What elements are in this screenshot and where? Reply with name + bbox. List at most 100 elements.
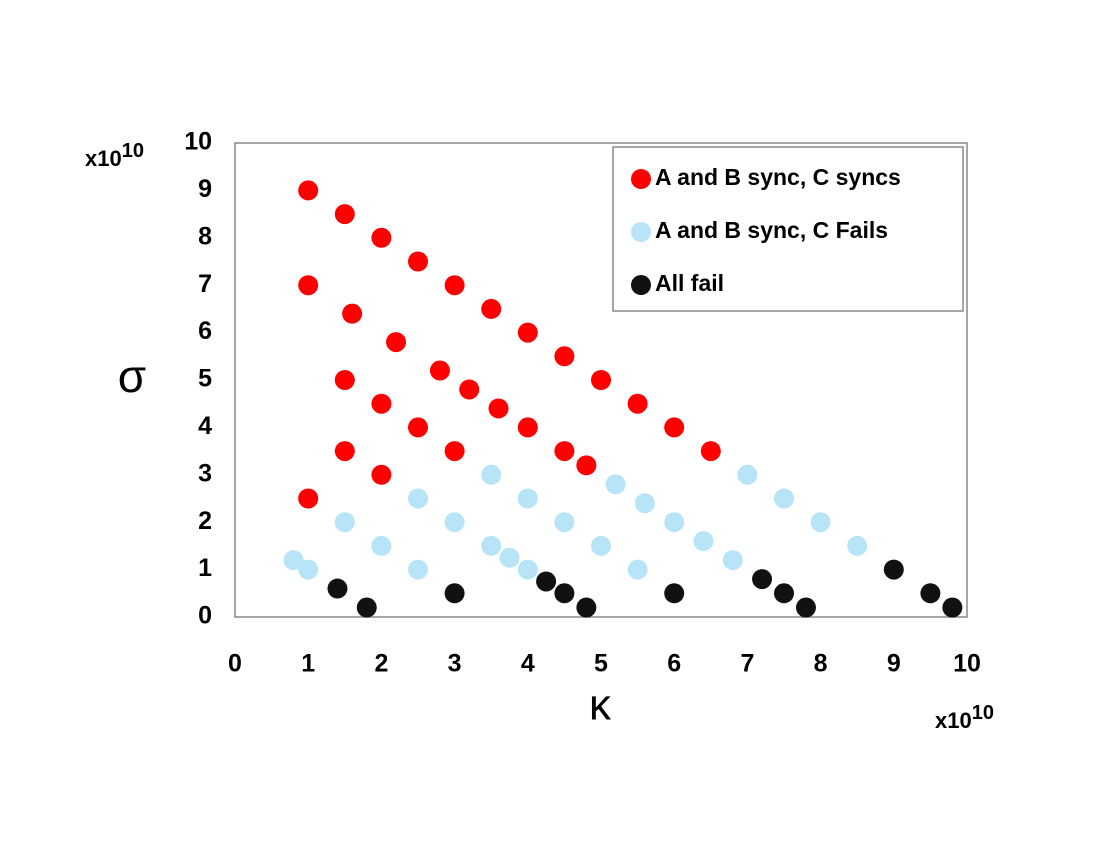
legend: A and B sync, C syncs A and B sync, C Fai… — [612, 146, 964, 312]
legend-box — [612, 146, 964, 312]
legend-label: All fail — [655, 270, 724, 296]
scatter-point — [371, 464, 392, 485]
scatter-point — [693, 531, 714, 552]
x-tick-label: 5 — [594, 650, 608, 678]
scatter-point — [283, 550, 304, 571]
scatter-point — [334, 441, 355, 462]
scatter-point — [634, 493, 655, 514]
scatter-point — [444, 275, 465, 296]
scatter-point — [536, 571, 557, 592]
y-tick-label: 10 — [184, 128, 212, 156]
x-tick-label: 9 — [887, 650, 901, 678]
y-tick-label: 1 — [198, 554, 212, 582]
y-tick-label: 0 — [198, 602, 212, 630]
scatter-point — [429, 360, 450, 381]
scatter-point — [664, 583, 685, 604]
scatter-point — [810, 512, 831, 533]
scatter-point — [554, 512, 575, 533]
x-scale-base: x10 — [935, 708, 972, 733]
scatter-point — [920, 583, 941, 604]
scatter-point — [371, 535, 392, 556]
scatter-point — [627, 559, 648, 580]
scatter-point — [883, 559, 904, 580]
x-tick-label: 3 — [448, 650, 462, 678]
scatter-point — [298, 488, 319, 509]
scatter-point — [371, 393, 392, 414]
legend-marker — [631, 275, 651, 295]
x-tick-label: 8 — [814, 650, 828, 678]
scatter-point — [481, 464, 502, 485]
y-tick-label: 4 — [198, 412, 212, 440]
scatter-point — [444, 512, 465, 533]
scatter-point — [444, 583, 465, 604]
scatter-point — [334, 204, 355, 225]
scatter-point — [700, 441, 721, 462]
scatter-point — [386, 332, 407, 353]
scatter-point — [627, 393, 648, 414]
scatter-point — [408, 559, 428, 580]
x-tick-label: 10 — [953, 650, 981, 678]
scatter-point — [342, 303, 363, 324]
y-scale-exponent: 10 — [122, 140, 144, 162]
x-tick-label: 0 — [228, 650, 242, 678]
legend-label: A and B sync, C syncs — [655, 164, 901, 190]
scatter-point — [408, 488, 428, 509]
x-tick-label: 2 — [374, 650, 388, 678]
y-tick-label: 2 — [198, 507, 212, 535]
scatter-point — [576, 455, 597, 476]
scatter-point — [459, 379, 480, 400]
scatter-point — [334, 512, 355, 533]
x-tick-label: 6 — [667, 650, 681, 678]
y-tick-label: 6 — [198, 317, 212, 345]
scatter-point — [554, 441, 575, 462]
scatter-point — [488, 398, 509, 419]
y-tick-label: 9 — [198, 175, 212, 203]
legend-label: A and B sync, C Fails — [655, 217, 888, 243]
scatter-point — [605, 474, 626, 495]
scatter-point — [722, 550, 743, 571]
x-axis-label: κ — [589, 681, 612, 730]
y-tick-label: 7 — [198, 270, 212, 298]
legend-marker — [631, 222, 651, 242]
x-scale-exponent: 10 — [972, 702, 994, 724]
scatter-point — [481, 298, 502, 319]
scatter-point — [554, 583, 575, 604]
scatter-point — [371, 227, 392, 248]
scatter-point — [408, 417, 428, 438]
scatter-point — [664, 417, 685, 438]
scatter-point — [795, 597, 816, 618]
y-tick-label: 8 — [198, 222, 212, 250]
scatter-point — [847, 535, 868, 556]
scatter-point — [664, 512, 685, 533]
scatter-point — [774, 488, 794, 509]
scatter-point — [444, 441, 465, 462]
scatter-point — [752, 569, 773, 590]
scatter-point — [327, 578, 348, 599]
scatter-point — [298, 275, 319, 296]
scatter-point — [298, 559, 319, 580]
y-scale-label: x1010 — [85, 140, 144, 171]
scatter-point — [517, 559, 538, 580]
scatter-point — [517, 322, 538, 343]
x-scale-label: x1010 — [935, 702, 994, 733]
x-tick-label: 4 — [521, 650, 535, 678]
scatter-point — [554, 346, 575, 367]
scatter-point — [408, 251, 428, 272]
plot-frame — [234, 142, 968, 618]
scatter-point — [334, 370, 355, 390]
y-axis-label: σ — [118, 350, 146, 402]
x-tick-label: 7 — [740, 650, 754, 678]
scatter-point — [499, 547, 520, 568]
scatter-point — [517, 488, 538, 509]
y-scale-base: x10 — [85, 146, 122, 171]
scatter-point — [576, 597, 597, 618]
scatter-point — [737, 464, 758, 485]
y-tick-label: 3 — [198, 459, 212, 487]
scatter-point — [298, 180, 319, 201]
y-tick-label: 5 — [198, 365, 212, 393]
scatter-point — [591, 535, 611, 556]
scatter-point — [356, 597, 377, 618]
scatter-point — [774, 583, 794, 604]
